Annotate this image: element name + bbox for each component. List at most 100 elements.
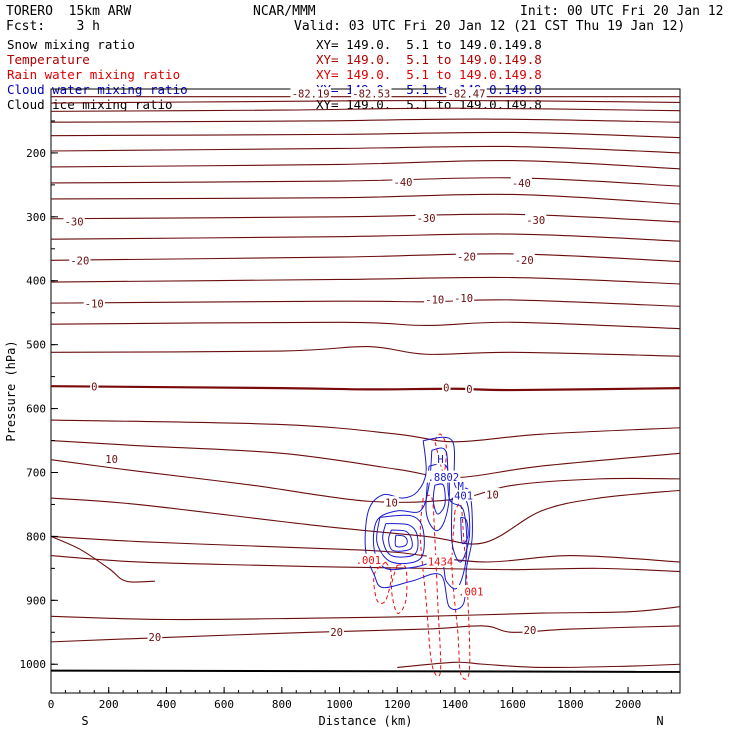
tropopause-label: -82.47 (448, 89, 486, 101)
isotherm-line (397, 661, 681, 669)
isotherm-label: -40 (512, 178, 531, 190)
isotherm-label-bg (90, 379, 99, 392)
isotherm-label-bg (513, 253, 535, 266)
legend-cloud-ice: Cloud ice mixing ratio (7, 97, 173, 112)
isotherm-line (50, 99, 681, 104)
x-tick-label: 600 (214, 698, 234, 711)
cloud-water-max-value-bg (426, 470, 461, 483)
x-tick-label: 200 (99, 698, 119, 711)
isotherm-line (50, 253, 681, 263)
x-tick-label: 0 (48, 698, 55, 711)
isotherm-label-bg (510, 176, 532, 189)
isotherm-line (50, 606, 681, 621)
rain-water-label: .001 (356, 555, 381, 567)
cloud-water-max-value: .8802 (428, 472, 460, 484)
isotherm-line (50, 276, 681, 285)
cloud-water-max-marker-bg (436, 452, 445, 465)
isotherm-line (50, 439, 681, 479)
legend-temperature: Temperature (7, 52, 90, 67)
cloud-water-max-marker: H (437, 454, 443, 466)
isotherm-line (50, 555, 681, 573)
y-tick-label: 400 (26, 275, 46, 288)
cloud-water-contour (432, 483, 446, 515)
isotherm-label-bg (453, 291, 475, 304)
isotherm-label: 10 (385, 498, 398, 510)
x-tick-label: 400 (156, 698, 176, 711)
isotherm-label-bg (329, 625, 345, 638)
isotherm-line (50, 489, 681, 545)
cloud-water-label-bg (456, 479, 465, 492)
rain-water-label-bg (426, 554, 455, 567)
cloud-water-label-bg (453, 489, 475, 502)
y-axis-title: Pressure (hPa) (4, 340, 18, 441)
isotherm-label: -10 (454, 293, 473, 305)
isotherm-label: -20 (515, 255, 534, 267)
isotherm-label: 0 (91, 381, 97, 393)
isotherm-label-bg (83, 296, 105, 309)
cloud-water-label: M (458, 481, 464, 493)
xy-snow: XY= 149.0. 5.1 to 149.0.149.8 (316, 37, 542, 52)
x-tick-label: 800 (272, 698, 292, 711)
isotherm-line (50, 159, 681, 170)
xy-rain: XY= 149.0. 5.1 to 149.0.149.8 (316, 67, 542, 82)
rain-water-contour (390, 564, 408, 614)
legend-rain: Rain water mixing ratio (7, 67, 181, 82)
isotherm-label: -10 (85, 298, 104, 310)
x-tick-label: 1600 (499, 698, 526, 711)
isotherm-line (50, 131, 681, 139)
model-title: TORERO 15km ARW (6, 4, 132, 19)
tropopause-label-bg (290, 87, 331, 100)
isotherm-label: -30 (417, 213, 436, 225)
isotherm-label: 20 (330, 627, 343, 639)
tropopause-label: -82.53 (352, 89, 390, 101)
isotherm-label-bg (525, 213, 547, 226)
x-end-label-south: S (81, 714, 88, 728)
forecast-hour: Fcst: 3 h (6, 19, 100, 34)
cloud-water-contour (382, 523, 419, 558)
rain-water-contour (434, 433, 447, 473)
isotherm-label-bg (392, 175, 414, 188)
rain-water-label: .001 (458, 587, 483, 599)
ground-surface-line (50, 669, 681, 673)
x-tick-label: 1200 (384, 698, 411, 711)
legend-snow: Snow mixing ratio (7, 37, 135, 52)
isotherm-line (50, 345, 681, 357)
tropopause-label: -82.19 (292, 89, 330, 101)
isotherm-label-bg (69, 253, 91, 266)
isotherm-line (50, 459, 681, 503)
isotherm-label-bg (147, 630, 163, 643)
isotherm-line (50, 213, 681, 223)
y-tick-label: 300 (26, 211, 46, 224)
isotherm-label: 0 (466, 384, 472, 396)
init-time: Init: 00 UTC Fri 20 Jan 12 (520, 4, 724, 19)
x-tick-label: 2000 (615, 698, 642, 711)
xy-temperature: XY= 149.0. 5.1 to 149.0.149.8 (316, 52, 542, 67)
tropopause-label-bg (351, 87, 392, 100)
isotherm-label-bg (522, 623, 538, 636)
isotherm-label: -10 (425, 294, 444, 306)
y-tick-label: 500 (26, 339, 46, 352)
isotherm-label-bg (442, 381, 451, 394)
isotherm-label: 20 (524, 625, 537, 637)
x-tick-label: 1000 (326, 698, 353, 711)
isotherm-line (50, 118, 681, 123)
cloud-water-contour (364, 436, 473, 610)
isotherm-label: -20 (457, 252, 476, 264)
isotherm-label-bg (415, 211, 437, 224)
y-tick-label: 700 (26, 466, 46, 479)
isotherm-line (50, 321, 681, 330)
cloud-water-contour (425, 463, 450, 532)
isotherm-line (50, 177, 681, 187)
valid-time: Valid: 03 UTC Fri 20 Jan 12 (21 CST Thu … (294, 19, 686, 34)
isotherm-label-bg (63, 214, 85, 227)
isotherm-label-bg (455, 250, 478, 263)
rain-water-contour (419, 494, 442, 677)
cloud-water-contour (394, 534, 408, 548)
isotherm-line (50, 145, 681, 154)
isotherm-label: 10 (486, 489, 499, 501)
rain-water-label: 1434 (428, 556, 453, 568)
isotherm-label: -30 (526, 215, 545, 227)
rain-water-contour (373, 561, 392, 605)
rain-water-label-bg (457, 585, 485, 598)
